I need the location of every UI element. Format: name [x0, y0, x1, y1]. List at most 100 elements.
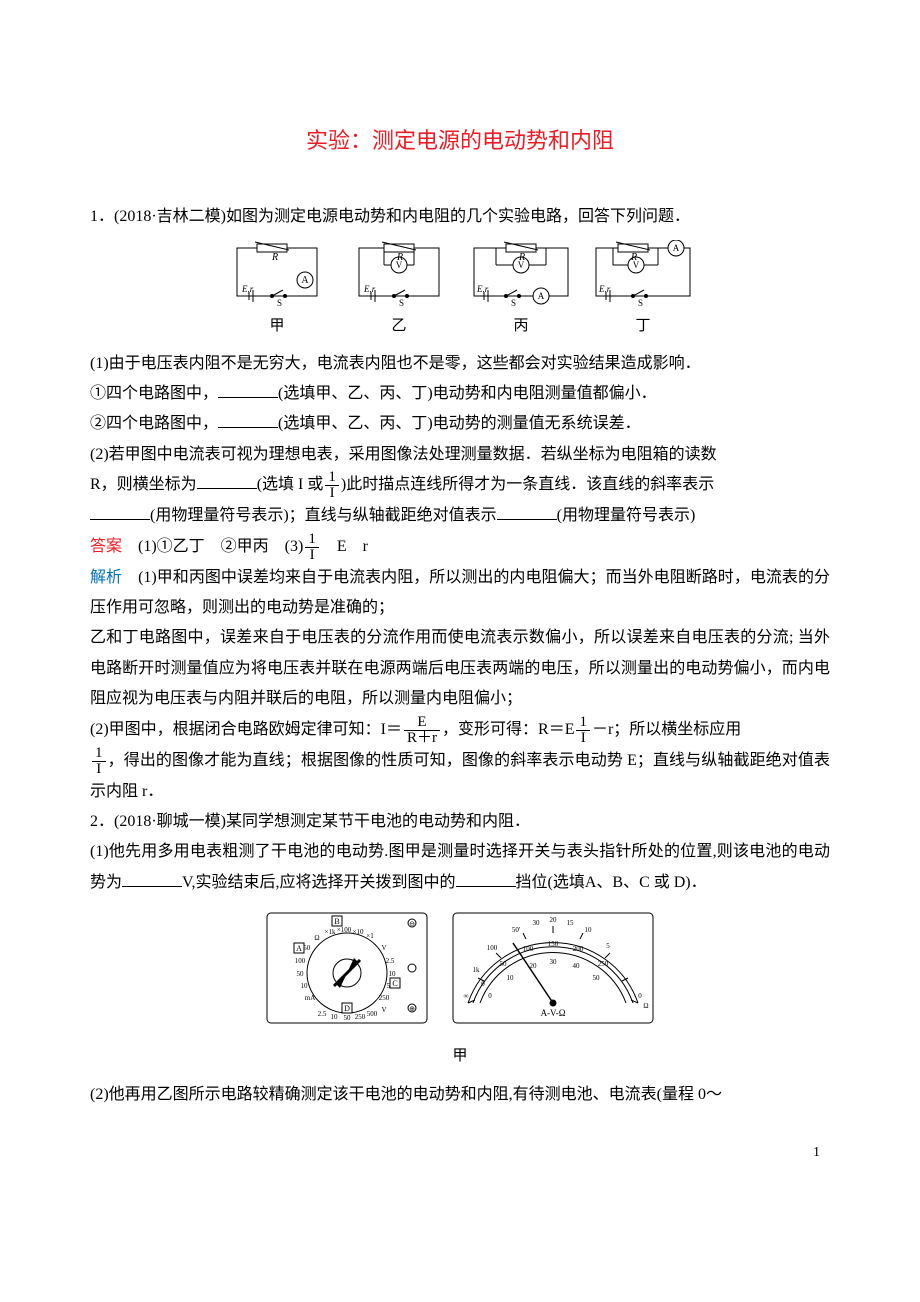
circuit-label-ding: 丁 [588, 312, 698, 341]
q1-p3a: (用物理量符号表示)；直线与纵轴截距绝对值表示 [150, 507, 497, 524]
q1-p2c: (选填 I 或 [257, 476, 324, 493]
analysis-label: 解析 [90, 569, 122, 586]
q1-p3b: (用物理量符号表示) [557, 507, 696, 524]
svg-text:250: 250 [379, 994, 390, 1002]
blank [218, 381, 278, 398]
page-number: 1 [90, 1140, 830, 1167]
q1-p3: (用物理量符号表示)；直线与纵轴截距绝对值表示 (用物理量符号表示) [90, 501, 830, 531]
svg-text:A: A [301, 275, 309, 286]
svg-text:A: A [673, 243, 680, 253]
svg-text:5: 5 [606, 942, 610, 950]
q1-analysis-4: 1I，得出的图像才能为直线；根据图像的性质可知，图像的斜率表示电动势 E；直线与… [90, 746, 830, 807]
svg-text:50: 50 [500, 960, 508, 968]
blank [90, 503, 150, 520]
svg-text:200: 200 [573, 945, 584, 953]
svg-text:2.5: 2.5 [386, 957, 395, 965]
analysis-p3a: (2)甲图中，根据闭合电路欧姆定律可知：I＝ [90, 721, 402, 738]
q1-p2-line1: (2)若甲图中电流表可视为理想电表，采用图像法处理测量数据．若纵坐标为电阻箱的读… [90, 440, 830, 470]
svg-text:D: D [344, 1004, 350, 1013]
svg-text:1k: 1k [473, 966, 481, 974]
svg-text:50: 50 [593, 974, 601, 982]
svg-text:2.5: 2.5 [318, 1010, 327, 1018]
svg-text:∞: ∞ [464, 992, 469, 1000]
svg-text:S: S [277, 298, 282, 308]
frac-1-I-ans: 1I [305, 532, 319, 563]
page-title: 实验：测定电源的电动势和内阻 [90, 120, 830, 162]
svg-text:150: 150 [548, 940, 559, 948]
circuit-bing: V A R E,r S 丙 [466, 240, 576, 341]
q1-p2b: R，则横坐标为 [90, 476, 197, 493]
svg-text:E,r: E,r [363, 284, 376, 294]
circuit-label-bing: 丙 [466, 312, 576, 341]
frac-num: 1 [325, 470, 339, 486]
svg-text:R: R [630, 252, 637, 263]
answer-text: (1)①乙丁 ②甲丙 (3) [122, 538, 303, 555]
blank [497, 503, 557, 520]
circuit-label-yi: 乙 [344, 312, 454, 341]
q1-p2d: )此时描点连线所得才为一条直线．该直线的斜率表示 [341, 476, 714, 493]
q1-p1-1b: (选填甲、乙、丙、丁)电动势和内电阻测量值都偏小． [278, 385, 657, 402]
svg-text:E,r: E,r [598, 284, 611, 294]
circuit-ding: A V R E,r S [588, 240, 698, 341]
svg-text:250: 250 [598, 960, 609, 968]
svg-text:⊖: ⊖ [409, 920, 415, 928]
blank [456, 870, 516, 887]
blank [197, 472, 257, 489]
frac-num: E [404, 715, 440, 731]
circuit-jia: A R E,r S 甲 [222, 240, 332, 341]
svg-text:40: 40 [573, 962, 581, 970]
svg-text:R: R [518, 252, 525, 263]
q1-p1: (1)由于电压表内阻不是无穷大，电流表内阻也不是零，这些都会对实验结果造成影响． [90, 349, 830, 379]
circuit-diagrams: A R E,r S 甲 [90, 240, 830, 341]
q2-stem: 2．(2018·聊城一模)某同学想测定某节干电池的电动势和内阻． [90, 807, 830, 837]
svg-text:Ω: Ω [643, 1002, 648, 1010]
blank [122, 870, 182, 887]
svg-text:×100: ×100 [337, 926, 352, 934]
svg-text:S: S [511, 298, 516, 308]
q1-p1-2a: ②四个电路图中， [90, 415, 218, 432]
frac-1-I-an2: 1I [92, 746, 106, 777]
q2-p2: (2)他再用乙图所示电路较精确测定该干电池的电动势和内阻,有待测电池、电流表(量… [90, 1080, 830, 1110]
circuit-label-jia: 甲 [222, 312, 332, 341]
frac-1-I-an: 1I [576, 715, 590, 746]
svg-text:20: 20 [550, 916, 558, 924]
svg-text:100: 100 [487, 944, 498, 952]
svg-text:30: 30 [533, 919, 541, 927]
svg-text:50': 50' [512, 926, 520, 934]
svg-text:⊕: ⊕ [409, 1005, 415, 1013]
q1-analysis-3: (2)甲图中，根据闭合电路欧姆定律可知：I＝ER＋r，变形可得：R＝E1I－r；… [90, 715, 830, 746]
svg-text:10: 10 [301, 982, 309, 990]
svg-text:10: 10 [389, 970, 397, 978]
svg-text:E,r: E,r [476, 284, 489, 294]
q2-p1b: V,实验结束后,应将选择开关拨到图中的 [182, 874, 456, 891]
q1-p1-2b: (选填甲、乙、丙、丁)电动势的测量值无系统误差． [278, 415, 641, 432]
svg-text:B: B [334, 917, 339, 926]
svg-text:C: C [392, 979, 397, 988]
svg-text:A: A [538, 291, 545, 301]
frac-num: 1 [305, 532, 319, 548]
svg-text:V: V [381, 1006, 386, 1014]
analysis-p4: ，得出的图像才能为直线；根据图像的性质可知，图像的斜率表示电动势 E；直线与纵轴… [90, 752, 830, 800]
answer-tail: E r [321, 538, 368, 555]
analysis-p3c: －r；所以横坐标应用 [592, 721, 741, 738]
meter-caption: 甲 [90, 1042, 830, 1071]
svg-text:30: 30 [550, 958, 558, 966]
circuit-yi: V R E,r S 乙 [344, 240, 454, 341]
svg-text:×1: ×1 [366, 932, 374, 940]
q1-p1-2: ②四个电路图中， (选填甲、乙、丙、丁)电动势的测量值无系统误差． [90, 409, 830, 439]
frac-den: I [305, 548, 319, 563]
frac-den: I [92, 762, 106, 777]
svg-text:×10: ×10 [353, 928, 364, 936]
frac-E-Rr: ER＋r [404, 715, 440, 746]
multimeter-scale: ∞ 1k 100 50' 30 20 15 10 5 0 Ω 0 50 [448, 908, 658, 1039]
analysis-p3b: ，变形可得：R＝E [442, 721, 574, 738]
svg-text:Ω: Ω [314, 934, 319, 942]
blank [218, 411, 278, 428]
svg-text:×1k: ×1k [325, 928, 336, 936]
svg-text:A: A [296, 944, 302, 953]
q1-p1-1a: ①四个电路图中， [90, 385, 218, 402]
svg-text:S: S [638, 298, 643, 308]
svg-text:E,r: E,r [241, 284, 254, 294]
svg-text:500: 500 [367, 1010, 378, 1018]
meter-diagrams: Ω ×1k ×100 ×10 ×1 V 2.5 10 50 250 250 10… [90, 908, 830, 1070]
